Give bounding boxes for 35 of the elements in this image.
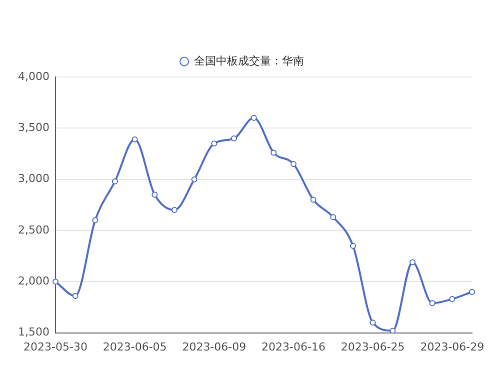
legend-label: 全国中板成交量：华南 — [194, 54, 304, 68]
point — [429, 300, 436, 306]
y-tick-label: 2,500 — [18, 223, 50, 236]
x-tick-label: 2023-06-05 — [102, 340, 167, 354]
y-tick-label: 4,000 — [18, 70, 50, 83]
point — [211, 140, 218, 147]
point — [390, 328, 396, 333]
point — [370, 320, 376, 326]
point — [330, 214, 336, 220]
point — [310, 196, 316, 203]
point — [410, 259, 416, 266]
point — [112, 178, 118, 184]
point — [270, 150, 277, 156]
point — [350, 242, 356, 249]
x-tick-label: 2023-05-30 — [24, 340, 88, 354]
y-tick-label: 3,500 — [18, 121, 50, 134]
point — [92, 217, 98, 224]
y-tick-label: 2,000 — [18, 274, 50, 288]
point — [152, 192, 158, 198]
x-tick-label: 2023-06-09 — [182, 340, 246, 354]
x-tick-label: 2023-06-25 — [340, 340, 405, 354]
point — [72, 292, 78, 299]
point — [52, 278, 58, 285]
point — [191, 176, 198, 182]
y-tick-label: 3,000 — [18, 172, 50, 186]
point — [449, 296, 456, 302]
point — [469, 288, 475, 295]
x-tick-label: 2023-06-16 — [262, 340, 326, 354]
y-tick-label: 1,500 — [18, 326, 50, 339]
x-tick-label: 2023-06-29 — [420, 340, 484, 354]
point — [171, 207, 178, 214]
point — [250, 114, 257, 121]
point — [132, 136, 138, 142]
point — [290, 160, 296, 167]
point — [230, 135, 237, 142]
